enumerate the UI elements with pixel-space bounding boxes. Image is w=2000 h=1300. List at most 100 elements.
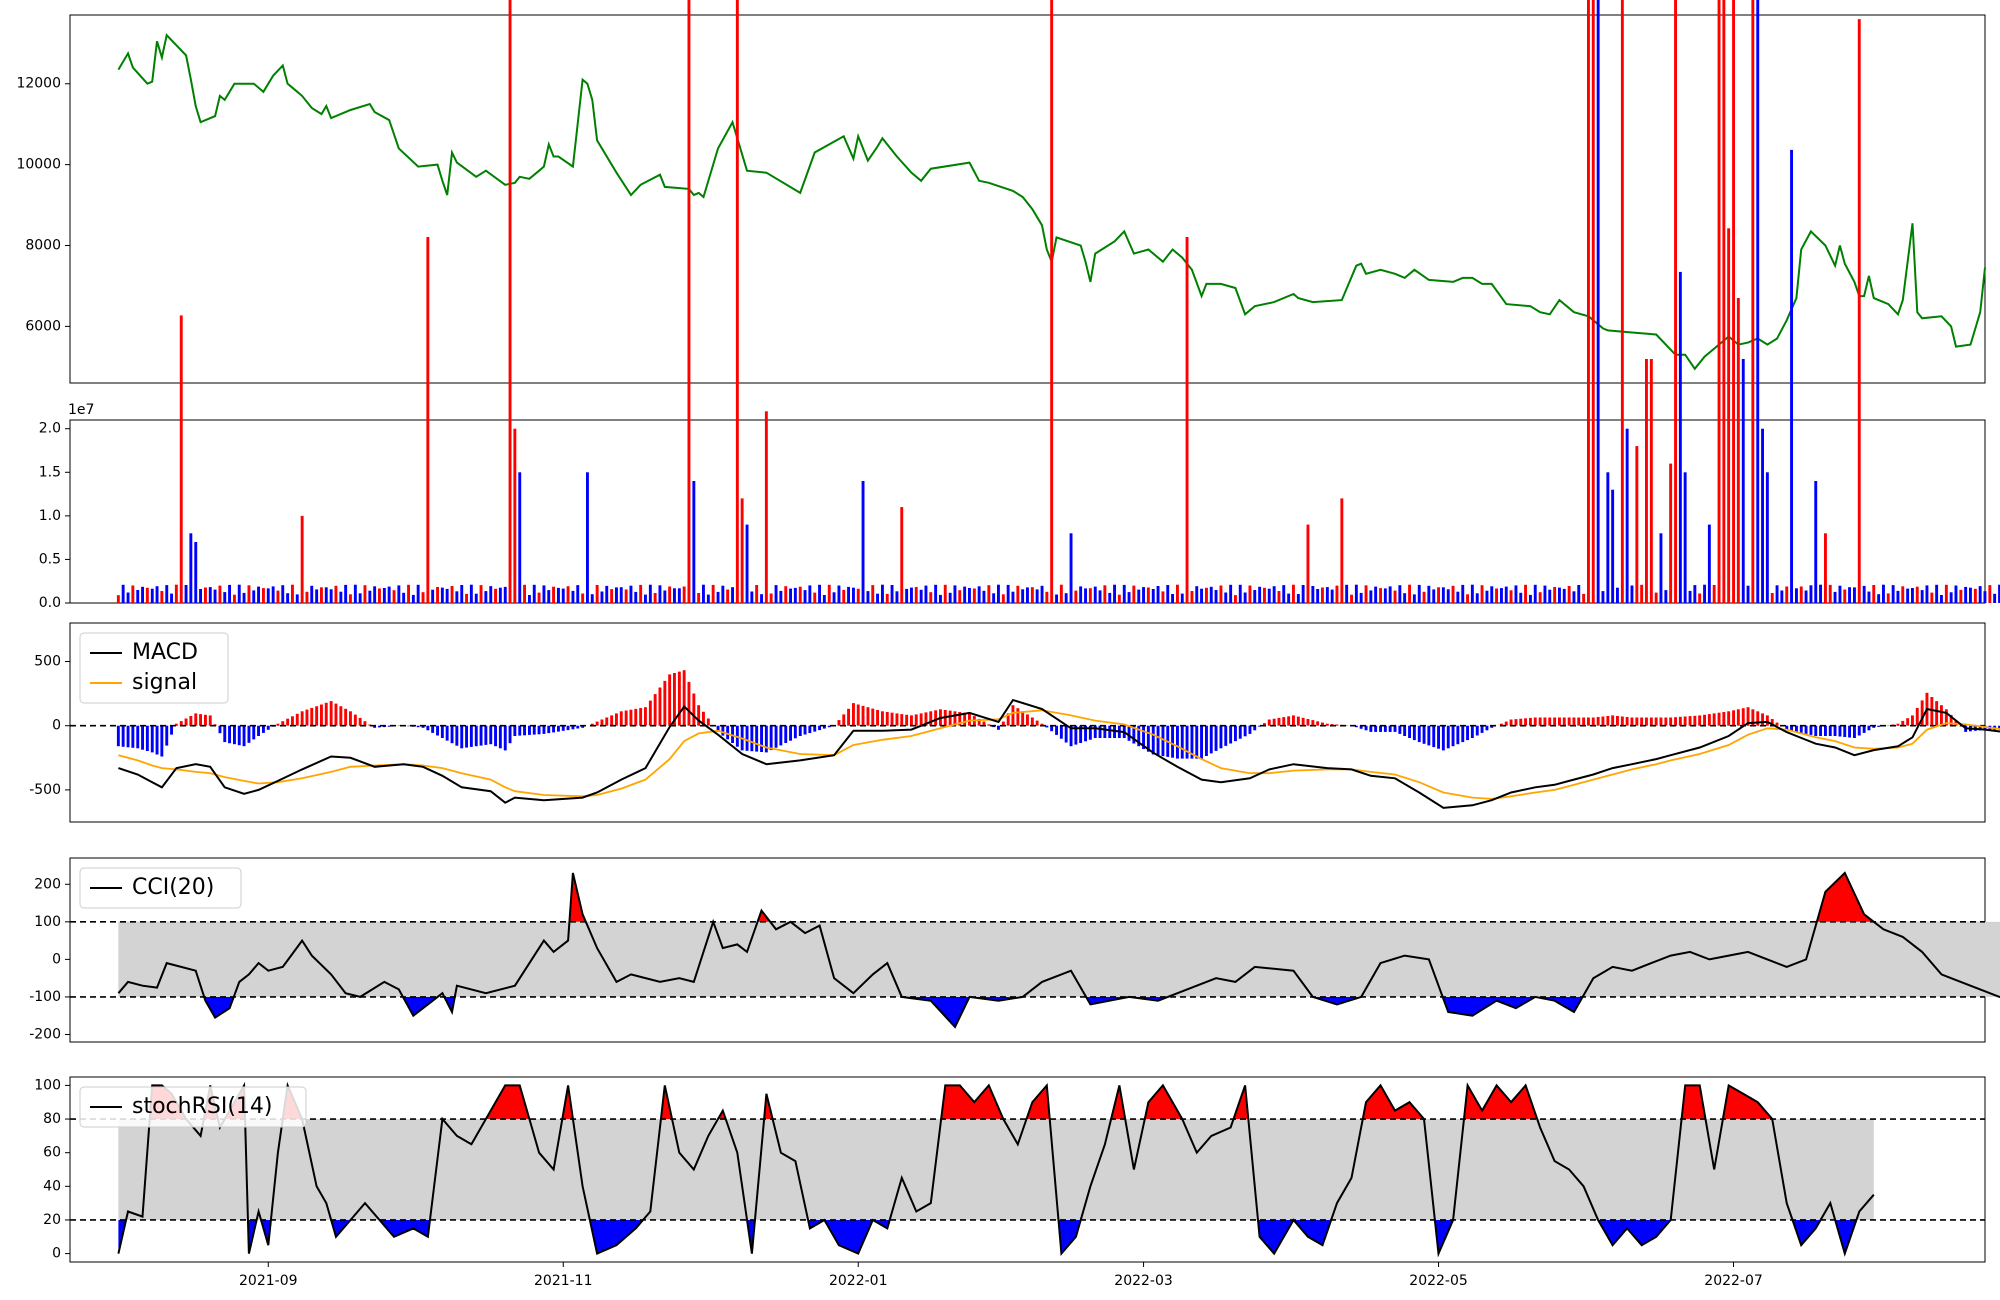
volume-bar xyxy=(1848,587,1851,603)
volume-bar xyxy=(329,589,333,603)
macd-histogram-bar xyxy=(1664,717,1668,726)
volume-bar xyxy=(1475,593,1479,603)
volume-bar xyxy=(1427,585,1431,603)
macd-histogram-bar xyxy=(204,714,207,726)
macd-histogram-bar xyxy=(963,712,967,726)
volume-bar xyxy=(1267,588,1271,603)
volume-bar xyxy=(1137,589,1141,603)
stochrsi-overbought-fill xyxy=(149,1085,1773,1120)
macd-histogram-bar xyxy=(914,714,918,726)
y-tick-label: -100 xyxy=(29,989,61,1005)
macd-histogram-bar xyxy=(798,725,802,736)
volume-bar xyxy=(150,588,154,603)
volume-bar xyxy=(1891,585,1895,603)
volume-bar xyxy=(837,585,841,603)
volume-bar xyxy=(1379,588,1382,603)
volume-bar xyxy=(421,592,425,603)
volume-bar xyxy=(237,584,241,603)
volume-bar xyxy=(310,585,314,603)
macd-histogram-bar xyxy=(1591,717,1595,726)
macd-histogram-bar xyxy=(1209,725,1213,754)
volume-bar xyxy=(1113,584,1116,603)
volume-bar xyxy=(1857,19,1861,604)
macd-histogram-bar xyxy=(1113,725,1116,738)
macd-histogram-bar xyxy=(1824,725,1827,736)
macd-histogram-bar xyxy=(1562,717,1566,726)
volume-bar xyxy=(300,515,304,603)
macd-histogram-bar xyxy=(416,725,420,728)
macd-histogram-bar xyxy=(1669,717,1673,726)
volume-bar xyxy=(1872,585,1876,603)
macd-histogram-bar xyxy=(1190,725,1194,759)
volume-bar xyxy=(934,584,938,603)
macd-histogram-bar xyxy=(1848,725,1851,738)
volume-bar xyxy=(165,585,169,603)
volume-bar xyxy=(1524,584,1527,603)
macd-histogram-bar xyxy=(769,725,773,751)
volume-bar xyxy=(1572,591,1576,603)
volume-bar xyxy=(1606,472,1610,603)
macd-histogram-bar xyxy=(1514,719,1518,726)
y-tick-label: 8000 xyxy=(25,238,61,254)
macd-histogram-bar xyxy=(808,725,812,733)
macd-histogram-bar xyxy=(1180,725,1184,759)
macd-histogram-bar xyxy=(987,724,991,726)
volume-bar xyxy=(789,588,792,603)
macd-histogram-bar xyxy=(634,708,638,726)
volume-bar xyxy=(914,587,918,603)
volume-bar xyxy=(1529,594,1532,603)
volume-bar xyxy=(1055,594,1058,603)
macd-histogram-bar xyxy=(1074,725,1078,745)
macd-histogram-bar xyxy=(1403,725,1407,736)
volume-bar xyxy=(1084,588,1087,603)
volume-bar xyxy=(344,584,348,603)
macd-histogram-bar xyxy=(445,725,449,741)
volume-bar xyxy=(905,588,909,603)
volume-bar xyxy=(1388,586,1392,603)
volume-bar xyxy=(779,590,783,603)
volume-bar xyxy=(1993,593,1997,603)
volume-bar xyxy=(619,587,623,603)
macd-histogram-bar xyxy=(1316,721,1320,726)
volume-bar xyxy=(1263,587,1266,603)
macd-histogram-bar xyxy=(465,725,468,748)
macd-histogram-bar xyxy=(697,705,701,726)
volume-bar xyxy=(1422,591,1426,603)
volume-bar xyxy=(1562,588,1566,603)
volume-bar xyxy=(363,585,367,603)
macd-histogram-bar xyxy=(184,718,188,726)
volume-bar xyxy=(1558,587,1561,603)
macd-histogram-bar xyxy=(1040,723,1044,726)
macd-histogram-bar xyxy=(1567,717,1571,726)
volume-bar xyxy=(1088,588,1092,603)
volume-bar xyxy=(1746,585,1750,603)
macd-histogram-bar xyxy=(421,725,425,728)
macd-frame xyxy=(69,622,1986,823)
volume-bar xyxy=(145,587,149,603)
macd-histogram-bar xyxy=(1045,725,1049,728)
macd-histogram-bar xyxy=(257,725,260,736)
macd-histogram-bar xyxy=(958,712,962,726)
volume-bar xyxy=(1765,472,1769,603)
macd-histogram-bar xyxy=(1470,725,1474,738)
y-tick-label: 500 xyxy=(34,654,61,670)
volume-bar xyxy=(305,591,309,603)
legend-label: MACD xyxy=(132,640,198,665)
macd-histogram-bar xyxy=(1001,721,1005,726)
macd-histogram-bar xyxy=(1790,725,1793,731)
macd-histogram-bar xyxy=(745,725,749,751)
y-tick-label: 20 xyxy=(43,1212,61,1228)
macd-histogram-bar xyxy=(242,725,246,747)
volume-bar xyxy=(890,585,894,603)
volume-bar xyxy=(972,588,976,603)
macd-histogram-bar xyxy=(1311,720,1315,726)
volume-bar xyxy=(740,498,744,603)
macd-histogram-bar xyxy=(320,704,323,726)
macd-histogram-bar xyxy=(600,719,604,726)
macd-histogram-bar xyxy=(1108,725,1112,738)
volume-bar xyxy=(353,584,357,603)
volume-bar xyxy=(411,594,415,603)
macd-histogram-bar xyxy=(934,710,938,726)
macd-histogram-bar xyxy=(1504,721,1508,726)
macd-histogram-bar xyxy=(557,725,560,732)
